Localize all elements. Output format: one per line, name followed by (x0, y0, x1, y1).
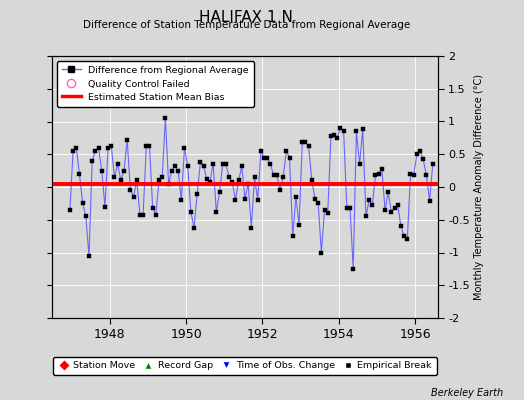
Legend: Difference from Regional Average, Quality Control Failed, Estimated Station Mean: Difference from Regional Average, Qualit… (57, 61, 254, 107)
Y-axis label: Monthly Temperature Anomaly Difference (°C): Monthly Temperature Anomaly Difference (… (474, 74, 484, 300)
Text: HALIFAX 1 N: HALIFAX 1 N (199, 10, 293, 25)
Text: Difference of Station Temperature Data from Regional Average: Difference of Station Temperature Data f… (83, 20, 410, 30)
Legend: Station Move, Record Gap, Time of Obs. Change, Empirical Break: Station Move, Record Gap, Time of Obs. C… (53, 357, 436, 375)
Text: Berkeley Earth: Berkeley Earth (431, 388, 503, 398)
